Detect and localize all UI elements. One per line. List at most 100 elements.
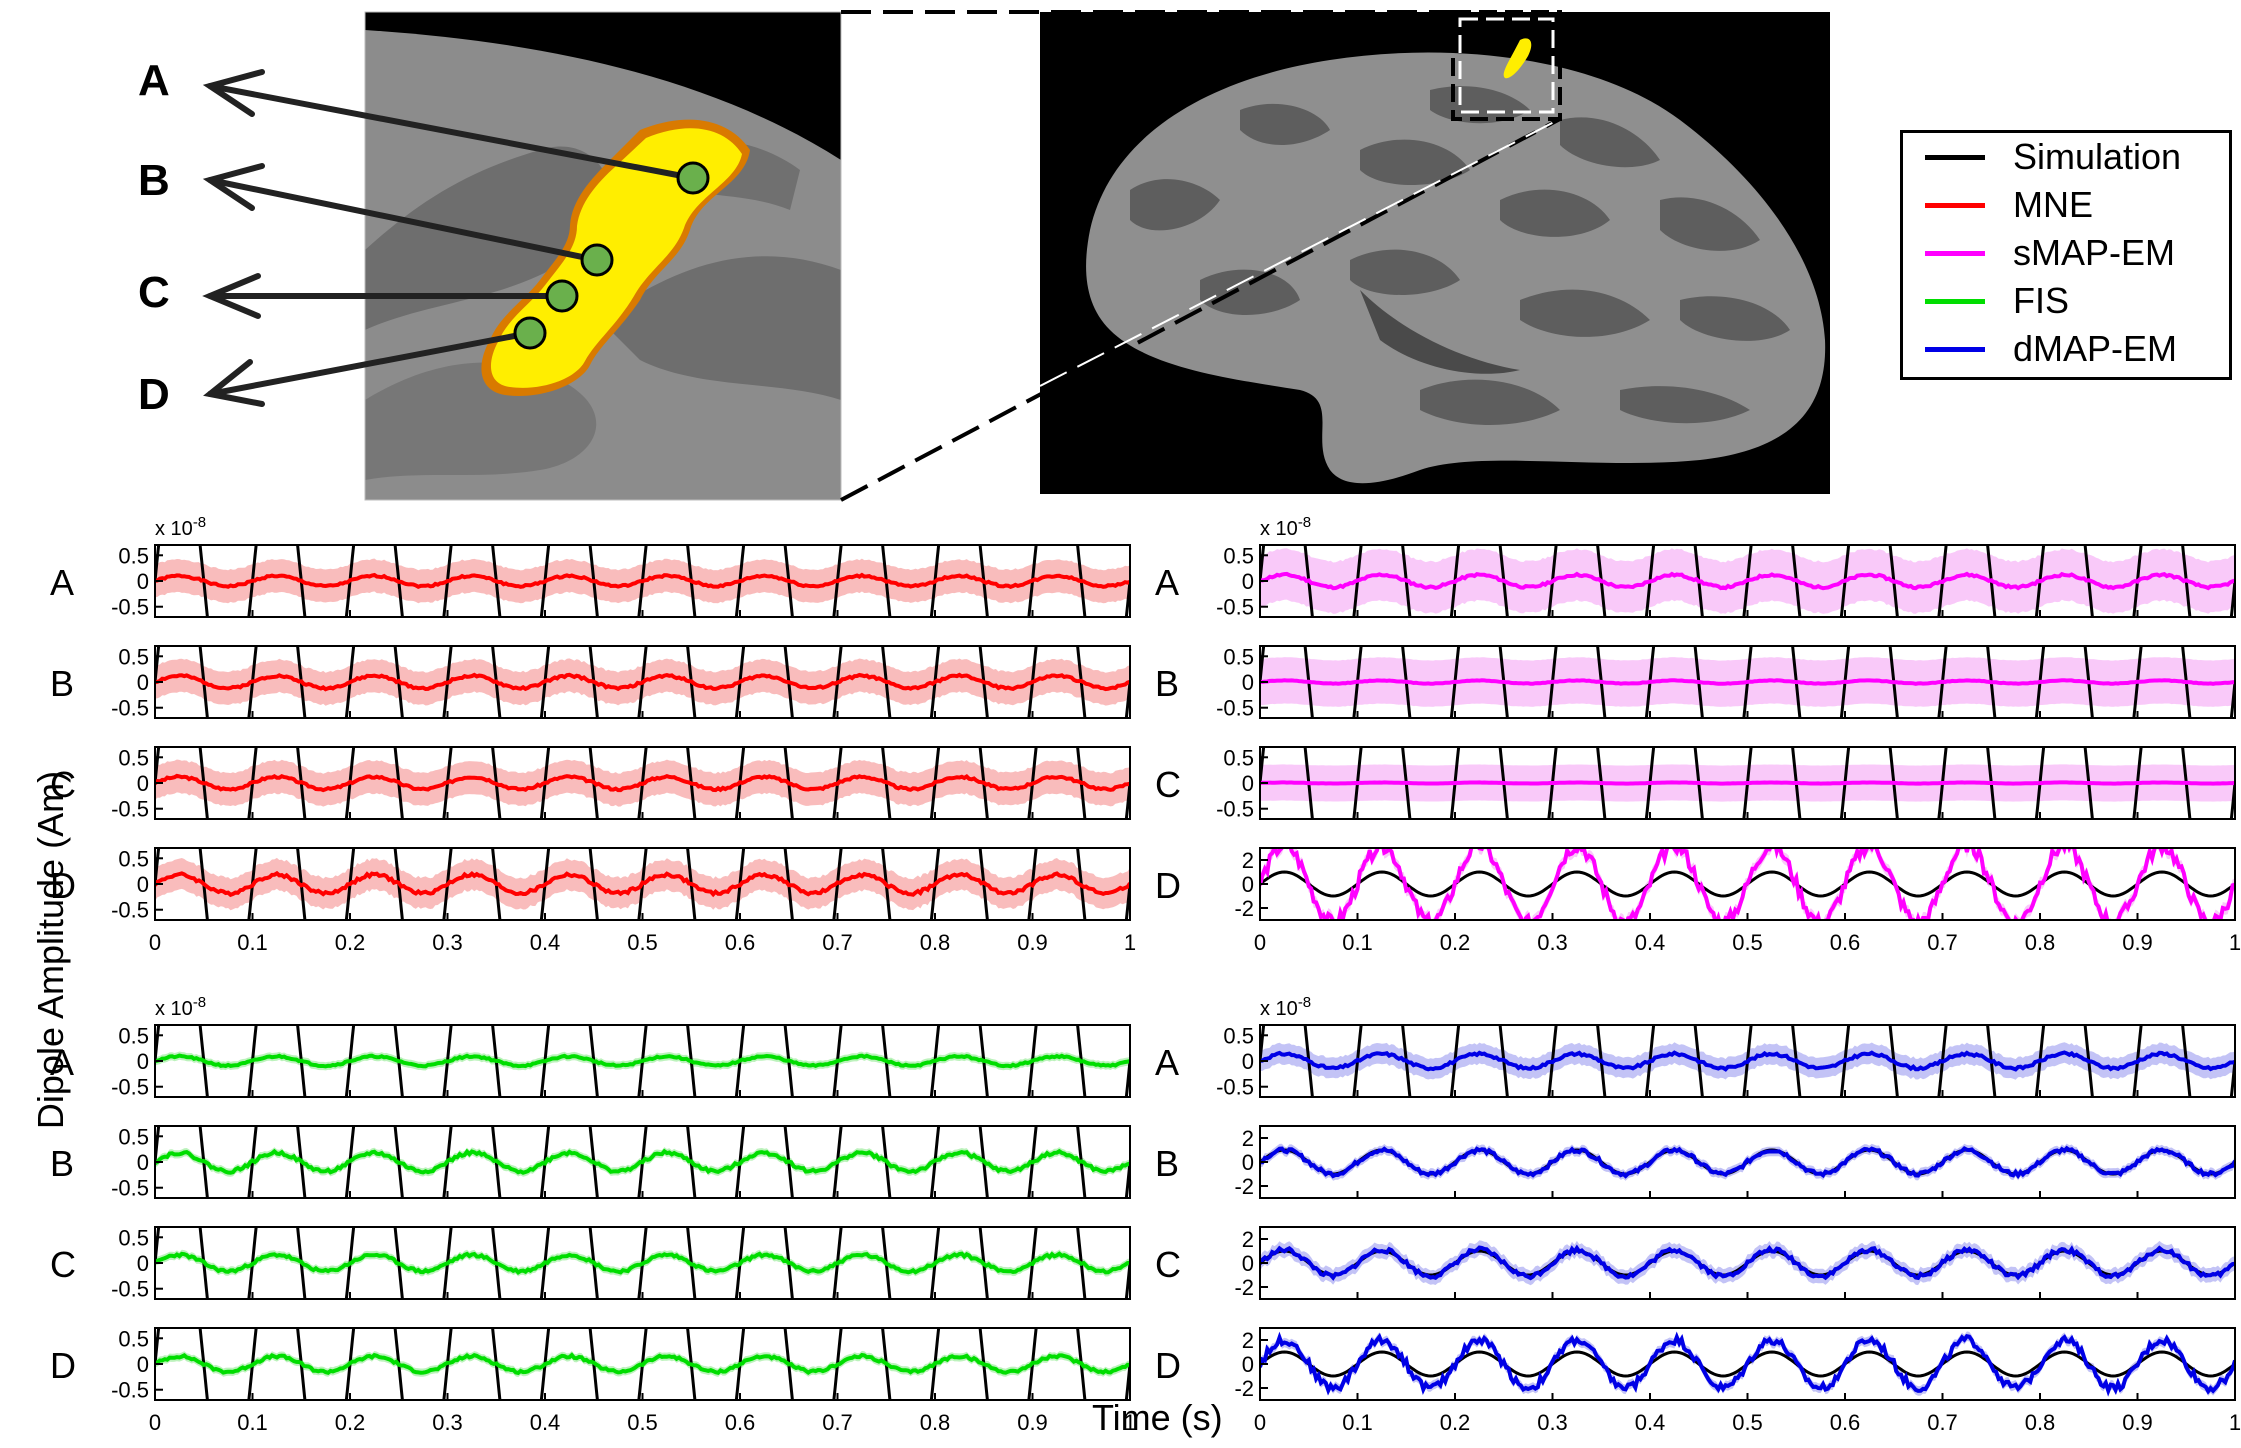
panel-traces	[1260, 1143, 2235, 1181]
y-tick-label: 0.5	[118, 745, 149, 770]
legend-label: dMAP-EM	[2013, 328, 2178, 369]
y-tick-label: -2	[1234, 1174, 1254, 1199]
panel-traces	[155, 1227, 1130, 1299]
panel-letter: C	[50, 764, 76, 805]
x-tick-label: 0.7	[822, 930, 853, 955]
x-tick-label: 0.3	[432, 1410, 463, 1435]
y-tick-label: -0.5	[111, 1378, 149, 1403]
panel-letter: A	[1155, 562, 1179, 603]
panel-letter: A	[50, 562, 74, 603]
y-tick-label: -2	[1234, 1376, 1254, 1401]
legend-item-mne: MNE	[1903, 181, 2229, 229]
region-letter-a: A	[138, 56, 170, 105]
panel-smap-em-c: 0.50-0.5 C	[1155, 745, 2236, 822]
region-letter-b: B	[138, 156, 170, 205]
x-tick-label: 0.3	[432, 930, 463, 955]
region-letter-c: C	[138, 268, 170, 317]
legend-label: Simulation	[2013, 136, 2182, 177]
panel-traces	[1260, 646, 2235, 718]
panel-letter: A	[1155, 1042, 1179, 1083]
x-tick-label: 0.6	[725, 1410, 756, 1435]
panel-traces	[155, 1126, 1130, 1198]
x-tick-label: 1	[2229, 930, 2241, 955]
estimate-line	[155, 870, 1130, 898]
panel-letter: D	[1155, 865, 1181, 906]
panel-traces	[1260, 1025, 2235, 1097]
panel-traces	[1260, 545, 2235, 617]
exponent-value: -8	[193, 514, 206, 531]
y-tick-label: 0	[137, 670, 149, 695]
legend-label: sMAP-EM	[2013, 232, 2175, 273]
panel-smap-em-b: 0.50-0.5 B	[1155, 644, 2236, 721]
x-tick-label: 0.5	[1732, 1410, 1763, 1435]
panel-letter: D	[1155, 1345, 1181, 1386]
panel-dmap-em-a: 0.50-0.5 A	[1155, 1023, 2236, 1100]
y-tick-label: 0.5	[118, 644, 149, 669]
estimate-line	[1260, 1331, 2235, 1397]
y-tick-label: 0	[137, 1150, 149, 1175]
panel-letter: C	[1155, 1244, 1181, 1285]
x-tick-label: 0.8	[2025, 930, 2056, 955]
panel-traces	[155, 646, 1130, 718]
panel-traces	[155, 848, 1130, 920]
panel-traces	[1260, 747, 2235, 819]
exponent-label: x 10-8	[155, 994, 206, 1020]
estimate-line	[1260, 1050, 2235, 1072]
region-arrows	[202, 69, 696, 407]
exponent-label: x 10-8	[1260, 514, 1311, 540]
x-tick-label: 0	[149, 1410, 161, 1435]
y-tick-label: 0	[137, 1049, 149, 1074]
panel-traces	[155, 545, 1130, 617]
y-tick-label: 0.5	[118, 543, 149, 568]
estimate-line	[1260, 1145, 2235, 1180]
x-tick-label: 1	[1124, 930, 1136, 955]
y-tick-label: 0	[1242, 569, 1254, 594]
x-tick-label: 0.2	[335, 1410, 366, 1435]
panel-traces	[155, 747, 1130, 819]
estimate-line	[155, 1053, 1130, 1069]
legend-swatch	[1925, 203, 1985, 208]
exponent-value: -8	[1298, 514, 1311, 531]
y-tick-label: 0	[137, 569, 149, 594]
y-tick-label: 2	[1242, 848, 1254, 873]
region-markers	[513, 161, 710, 350]
x-tick-label: 0.1	[1342, 930, 1373, 955]
estimate-line	[1260, 780, 2235, 786]
x-tick-label: 0.9	[2122, 930, 2153, 955]
x-axis-label: Time (s)	[1092, 1397, 1223, 1438]
x-tick-label: 0.2	[335, 930, 366, 955]
x-tick-label: 1	[1124, 1410, 1136, 1435]
panel-traces	[1260, 1331, 2235, 1397]
legend-swatch	[1925, 299, 1985, 304]
y-tick-label: -0.5	[111, 1075, 149, 1100]
y-tick-label: 0	[137, 771, 149, 796]
x-tick-label: 0.9	[2122, 1410, 2153, 1435]
estimate-line	[1260, 571, 2235, 591]
x-tick-label: 0.1	[1342, 1410, 1373, 1435]
legend-label: MNE	[2013, 184, 2093, 225]
y-tick-label: 0	[1242, 670, 1254, 695]
legend-swatch	[1925, 155, 1985, 160]
panel-letter: B	[1155, 1143, 1179, 1184]
exponent-value: -8	[193, 994, 206, 1011]
y-tick-label: -0.5	[111, 797, 149, 822]
panel-letter: B	[50, 663, 74, 704]
x-tick-label: 0.1	[237, 930, 268, 955]
legend-label: FIS	[2013, 280, 2070, 321]
y-tick-label: -2	[1234, 1275, 1254, 1300]
x-tick-label: 0	[1254, 930, 1266, 955]
panel-mne-b: 0.50-0.5 B	[50, 644, 1131, 721]
panel-fis-b: 0.50-0.5 B	[50, 1124, 1131, 1201]
y-axis-label: Dipole Amplitude (Am)	[30, 770, 71, 1130]
legend-item-simulation: Simulation	[1903, 133, 2229, 181]
legend-item-fis: FIS	[1903, 277, 2229, 325]
plot-group-mne: x 10-80.50-0.5A0.50-0.5B0.50-0.5C0.50-0.…	[50, 514, 1136, 955]
x-tick-label: 0	[1254, 1410, 1266, 1435]
region-marker-c	[545, 279, 579, 313]
y-tick-label: 0.5	[118, 1023, 149, 1048]
estimate-line	[155, 1148, 1130, 1175]
